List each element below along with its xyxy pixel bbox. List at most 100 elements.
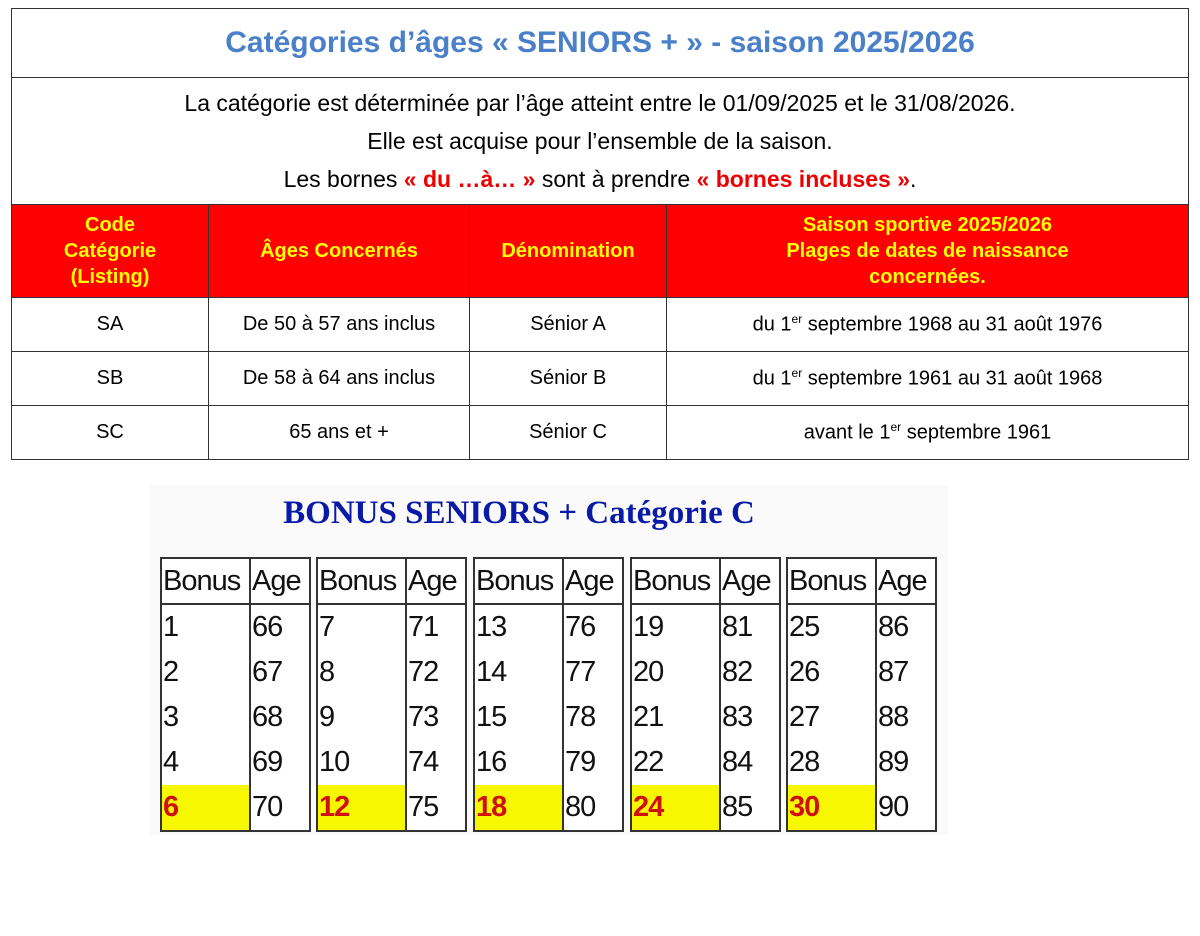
bonus-value: 25	[786, 604, 877, 650]
cell-dates: avant le 1er septembre 1961	[666, 405, 1189, 460]
header-line: Saison sportive 2025/2026	[802, 214, 1053, 236]
cell-denomination: Sénior B	[469, 351, 667, 406]
bonus-row: 6 70	[160, 785, 311, 832]
bonus-value: 14	[473, 650, 564, 695]
bonus-row: 9 73	[316, 695, 467, 740]
cell-code: SC	[11, 405, 209, 460]
header-line: Plages de dates de naissance	[786, 240, 1069, 262]
age-value: 86	[875, 604, 937, 650]
bonus-table: Bonus Age 19 81 20 82 21 83 22 84 24 85	[630, 557, 781, 832]
bonus-value: 6	[160, 785, 251, 832]
age-value: 89	[875, 740, 937, 785]
age-value: 69	[249, 740, 311, 785]
bonus-value: 3	[160, 695, 251, 740]
highlight-text: « bornes incluses »	[696, 166, 911, 192]
age-value: 85	[719, 785, 781, 832]
age-value: 75	[405, 785, 467, 832]
text: .	[910, 166, 917, 192]
bonus-value: 24	[630, 785, 721, 832]
bonus-value: 26	[786, 650, 877, 695]
text: er	[791, 312, 803, 327]
bonus-row: 28 89	[786, 740, 937, 785]
header-line: Code	[85, 214, 135, 236]
bonus-row: 21 83	[630, 695, 781, 740]
text: septembre 1961 au 31 août 1968	[802, 367, 1103, 390]
bonus-value: 28	[786, 740, 877, 785]
text: avant le 1	[803, 421, 891, 444]
bonus-value: 15	[473, 695, 564, 740]
bonus-header: Bonus	[316, 557, 407, 605]
bonus-row: 12 75	[316, 785, 467, 832]
bonus-value: 16	[473, 740, 564, 785]
age-value: 72	[405, 650, 467, 695]
age-value: 73	[405, 695, 467, 740]
bonus-row: 15 78	[473, 695, 624, 740]
age-value: 79	[562, 740, 624, 785]
bonus-row: 24 85	[630, 785, 781, 832]
bonus-value: 4	[160, 740, 251, 785]
bonus-value: 22	[630, 740, 721, 785]
bonus-row: 7 71	[316, 604, 467, 650]
text: Les bornes	[283, 166, 404, 192]
bonus-row: 27 88	[786, 695, 937, 740]
bonus-value: 2	[160, 650, 251, 695]
header-code: Code Catégorie (Listing)	[11, 204, 209, 298]
header-line: (Listing)	[70, 266, 150, 288]
bonus-value: 27	[786, 695, 877, 740]
bonus-row: 8 72	[316, 650, 467, 695]
bonus-row: 1 66	[160, 604, 311, 650]
age-header: Age	[405, 557, 467, 605]
bonus-table: Bonus Age 25 86 26 87 27 88 28 89 30 90	[786, 557, 937, 832]
bonus-header: Bonus	[630, 557, 721, 605]
bonus-header: Bonus	[786, 557, 877, 605]
age-value: 71	[405, 604, 467, 650]
age-value: 68	[249, 695, 311, 740]
bonus-value: 10	[316, 740, 407, 785]
age-header: Age	[249, 557, 311, 605]
cell-dates: du 1er septembre 1968 au 31 août 1976	[666, 297, 1189, 352]
cell-denomination: Sénior A	[469, 297, 667, 352]
age-value: 70	[249, 785, 311, 832]
bonus-row: 10 74	[316, 740, 467, 785]
age-value: 84	[719, 740, 781, 785]
cell-denomination: Sénior C	[469, 405, 667, 460]
age-value: 76	[562, 604, 624, 650]
cell-dates: du 1er septembre 1961 au 31 août 1968	[666, 351, 1189, 406]
age-value: 78	[562, 695, 624, 740]
bonus-value: 18	[473, 785, 564, 832]
bonus-value: 20	[630, 650, 721, 695]
bonus-row: 20 82	[630, 650, 781, 695]
header-denomination: Dénomination	[469, 204, 667, 298]
intro-text: La catégorie est déterminée par l’âge at…	[11, 77, 1189, 205]
bonus-value: 8	[316, 650, 407, 695]
bonus-row: 16 79	[473, 740, 624, 785]
text: septembre 1961	[901, 421, 1052, 444]
cell-ages: De 58 à 64 ans inclus	[208, 351, 470, 406]
bonus-table: Bonus Age 13 76 14 77 15 78 16 79 18 80	[473, 557, 624, 832]
highlight-text: « du …à… »	[403, 166, 536, 192]
bonus-value: 21	[630, 695, 721, 740]
bonus-header: Bonus	[160, 557, 251, 605]
age-value: 74	[405, 740, 467, 785]
bonus-header-row: Bonus Age	[160, 557, 311, 605]
bonus-value: 30	[786, 785, 877, 832]
bonus-row: 4 69	[160, 740, 311, 785]
bonus-image: BONUS SENIORS + Catégorie C Bonus Age 1 66 2…	[150, 485, 948, 835]
text: septembre 1968 au 31 août 1976	[802, 313, 1103, 336]
bonus-value: 9	[316, 695, 407, 740]
bonus-value: 1	[160, 604, 251, 650]
bonus-header-row: Bonus Age	[473, 557, 624, 605]
bonus-row: 18 80	[473, 785, 624, 832]
bonus-row: 30 90	[786, 785, 937, 832]
text: du 1	[752, 367, 792, 390]
age-value: 66	[249, 604, 311, 650]
age-header: Age	[719, 557, 781, 605]
age-header: Age	[875, 557, 937, 605]
bonus-value: 7	[316, 604, 407, 650]
table-row: SC 65 ans et + Sénior C avant le 1er sep…	[11, 405, 1189, 460]
bonus-row: 26 87	[786, 650, 937, 695]
intro-line: Les bornes « du …à… » sont à prendre « b…	[12, 160, 1188, 198]
table-row: SA De 50 à 57 ans inclus Sénior A du 1er…	[11, 297, 1189, 352]
page-title: Catégories d’âges « SENIORS + » - saison…	[11, 8, 1189, 78]
age-value: 83	[719, 695, 781, 740]
